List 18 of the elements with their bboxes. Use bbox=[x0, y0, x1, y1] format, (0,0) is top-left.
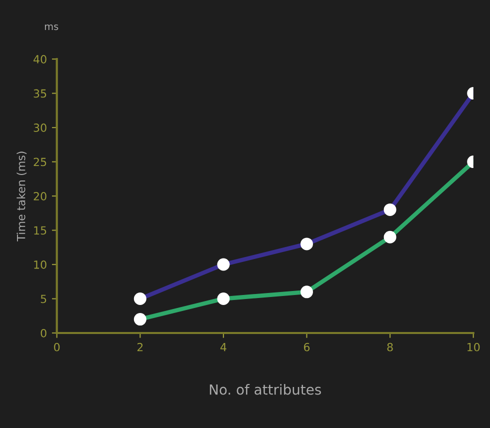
text: ms bbox=[44, 24, 58, 30]
y-tick-label: 30 bbox=[34, 124, 46, 132]
x-tick-label: 8 bbox=[387, 342, 393, 352]
x-tick-label: 0 bbox=[54, 342, 60, 352]
x-axis-title: No. of attributes bbox=[210, 384, 321, 395]
x-tick-label: 4 bbox=[220, 343, 226, 352]
x-tick-label: 2 bbox=[137, 342, 143, 352]
y-tick-label: 0 bbox=[40, 328, 46, 338]
y-tick-label: 40 bbox=[34, 55, 46, 64]
x-tick-label: 6 bbox=[304, 342, 310, 352]
y-tick-label: 20 bbox=[34, 192, 46, 200]
y-tick-label: 15 bbox=[34, 226, 46, 235]
y-tick-label: 5 bbox=[40, 294, 46, 304]
y-tick-label: 10 bbox=[34, 260, 46, 269]
x-tick-label: 10 bbox=[467, 342, 480, 352]
y-axis-title: Time taken (ms) bbox=[16, 152, 27, 242]
y-tick-label: 35 bbox=[34, 89, 46, 98]
y-tick-label: 25 bbox=[34, 158, 46, 166]
